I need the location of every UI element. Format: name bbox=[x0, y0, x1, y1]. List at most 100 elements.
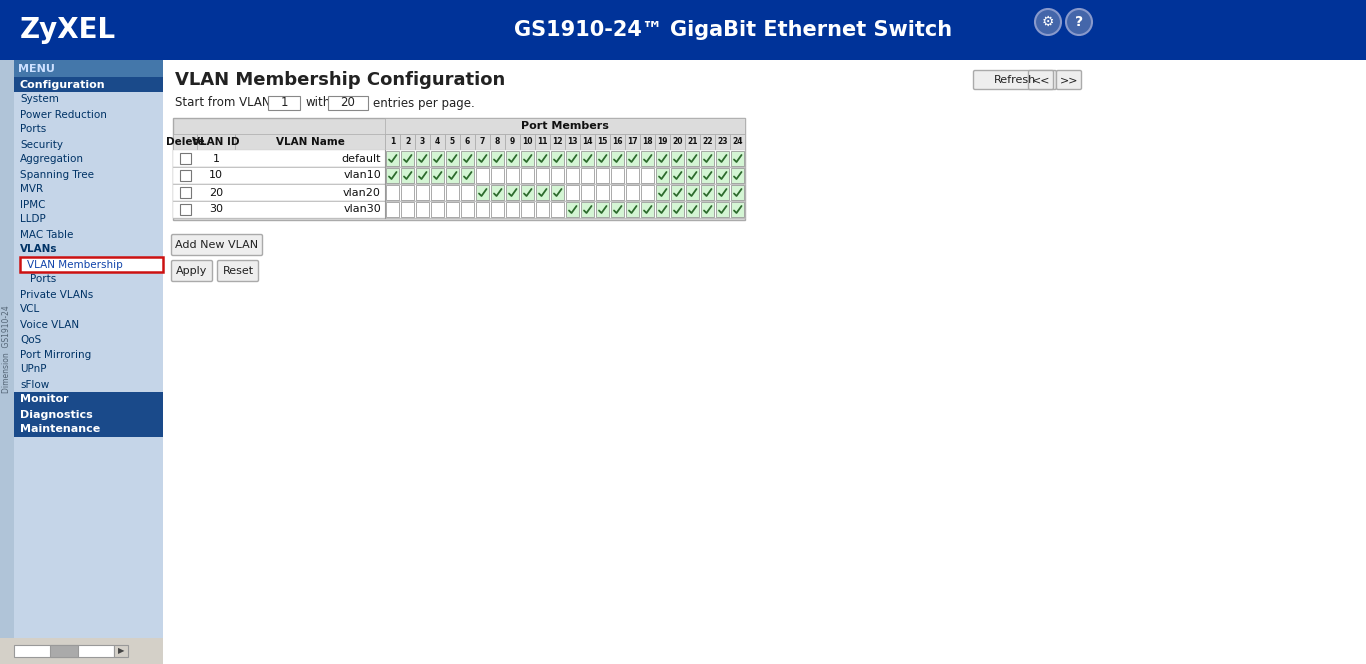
Bar bbox=[611, 134, 626, 150]
Bar bbox=[550, 202, 564, 217]
Text: Ports: Ports bbox=[30, 274, 56, 284]
Bar bbox=[520, 202, 534, 217]
Bar bbox=[520, 151, 534, 166]
Bar bbox=[641, 134, 656, 150]
Text: Diagnostics: Diagnostics bbox=[20, 410, 93, 420]
Bar bbox=[163, 60, 1366, 664]
Text: Maintenance: Maintenance bbox=[20, 424, 100, 434]
Bar bbox=[179, 153, 190, 164]
Text: 6: 6 bbox=[464, 137, 470, 147]
FancyBboxPatch shape bbox=[974, 70, 1056, 90]
Bar bbox=[550, 151, 564, 166]
Bar bbox=[535, 134, 550, 150]
Bar bbox=[581, 168, 594, 183]
Bar bbox=[626, 134, 641, 150]
Bar bbox=[611, 202, 624, 217]
Text: Spanning Tree: Spanning Tree bbox=[20, 169, 94, 179]
Bar bbox=[671, 185, 684, 200]
Bar bbox=[656, 185, 669, 200]
Text: with: with bbox=[305, 96, 331, 110]
Bar bbox=[268, 96, 301, 110]
Text: Apply: Apply bbox=[176, 266, 208, 276]
Bar bbox=[173, 118, 744, 220]
Bar bbox=[432, 185, 444, 200]
Bar bbox=[535, 185, 549, 200]
Bar bbox=[173, 184, 744, 201]
Text: Dimension  GS1910-24: Dimension GS1910-24 bbox=[3, 305, 11, 393]
Bar bbox=[520, 134, 535, 150]
Text: vlan30: vlan30 bbox=[343, 205, 381, 214]
Bar bbox=[535, 168, 549, 183]
Bar bbox=[566, 185, 579, 200]
Bar bbox=[566, 202, 579, 217]
Text: 12: 12 bbox=[552, 137, 563, 147]
Bar bbox=[611, 185, 624, 200]
Bar bbox=[611, 151, 624, 166]
Bar bbox=[445, 134, 460, 150]
Bar bbox=[402, 185, 414, 200]
Text: 10: 10 bbox=[209, 171, 223, 181]
Bar bbox=[656, 202, 669, 217]
Text: 1: 1 bbox=[280, 96, 288, 110]
Text: 4: 4 bbox=[434, 137, 440, 147]
FancyBboxPatch shape bbox=[172, 234, 262, 256]
Bar bbox=[475, 202, 489, 217]
Bar bbox=[731, 151, 744, 166]
Text: 9: 9 bbox=[510, 137, 515, 147]
Bar bbox=[596, 151, 609, 166]
Bar bbox=[686, 185, 699, 200]
Bar bbox=[550, 185, 564, 200]
Bar bbox=[566, 168, 579, 183]
Bar bbox=[0, 60, 14, 638]
Bar bbox=[716, 168, 729, 183]
Circle shape bbox=[1065, 9, 1091, 35]
Text: UPnP: UPnP bbox=[20, 365, 46, 374]
Bar bbox=[611, 168, 624, 183]
Bar bbox=[475, 185, 489, 200]
Bar bbox=[387, 202, 399, 217]
Text: Start from VLAN: Start from VLAN bbox=[175, 96, 270, 110]
Bar bbox=[505, 185, 519, 200]
Text: GS1910-24™ GigaBit Ethernet Switch: GS1910-24™ GigaBit Ethernet Switch bbox=[514, 20, 952, 40]
Bar bbox=[417, 202, 429, 217]
Bar bbox=[328, 96, 367, 110]
Bar bbox=[505, 151, 519, 166]
Text: 2: 2 bbox=[404, 137, 410, 147]
Bar bbox=[641, 151, 654, 166]
Text: Power Reduction: Power Reduction bbox=[20, 110, 107, 120]
Bar bbox=[671, 202, 684, 217]
Bar bbox=[402, 151, 414, 166]
Text: Configuration: Configuration bbox=[20, 80, 105, 90]
Bar bbox=[716, 202, 729, 217]
Bar bbox=[626, 185, 639, 200]
Text: ▶: ▶ bbox=[117, 647, 124, 655]
Bar bbox=[641, 202, 654, 217]
Bar bbox=[731, 202, 744, 217]
Bar bbox=[113, 645, 128, 657]
Bar bbox=[460, 151, 474, 166]
Bar bbox=[714, 134, 729, 150]
Text: MAC Table: MAC Table bbox=[20, 230, 74, 240]
Text: Delete: Delete bbox=[165, 137, 205, 147]
Bar bbox=[729, 134, 744, 150]
Bar bbox=[626, 168, 639, 183]
Bar bbox=[535, 151, 549, 166]
Text: 17: 17 bbox=[627, 137, 638, 147]
Bar bbox=[699, 134, 714, 150]
Text: Port Mirroring: Port Mirroring bbox=[20, 349, 92, 359]
Text: 1: 1 bbox=[389, 137, 395, 147]
Text: 14: 14 bbox=[582, 137, 593, 147]
Bar bbox=[432, 168, 444, 183]
Bar bbox=[490, 151, 504, 166]
Bar bbox=[581, 134, 596, 150]
Text: 24: 24 bbox=[732, 137, 743, 147]
Bar bbox=[173, 150, 744, 167]
Bar bbox=[566, 151, 579, 166]
Bar bbox=[14, 77, 163, 92]
Text: Voice VLAN: Voice VLAN bbox=[20, 319, 79, 329]
Bar bbox=[235, 134, 385, 150]
Bar bbox=[626, 151, 639, 166]
Text: 7: 7 bbox=[479, 137, 485, 147]
Bar bbox=[490, 202, 504, 217]
Bar bbox=[430, 134, 445, 150]
